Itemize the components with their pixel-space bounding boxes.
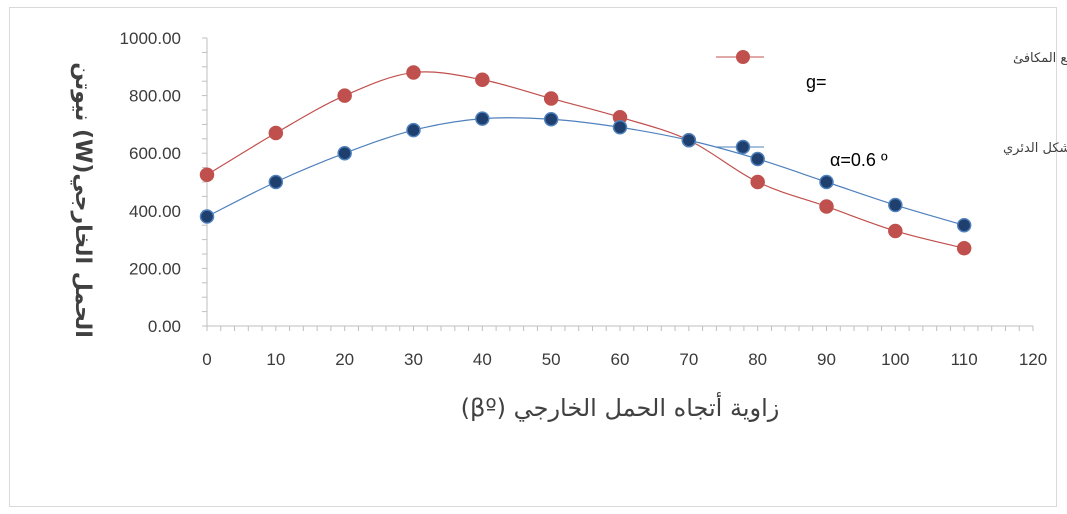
y-tick-label: 200.00 bbox=[129, 259, 181, 278]
x-tick-label: 30 bbox=[404, 350, 423, 369]
data-point bbox=[475, 72, 490, 88]
data-point bbox=[750, 174, 765, 190]
y-tick-label: 600.00 bbox=[129, 144, 181, 163]
data-point bbox=[681, 132, 697, 148]
x-tick-label: 110 bbox=[951, 350, 978, 369]
x-tick-label: 100 bbox=[881, 350, 909, 369]
legend-marker-circular bbox=[735, 139, 751, 155]
axes bbox=[206, 38, 1033, 327]
legend-entry-parabolic: الوسائد ذات شكل القطع المكافئ bbox=[716, 50, 1067, 66]
annotation-g: g= bbox=[806, 72, 827, 92]
y-tick-label: 400.00 bbox=[129, 202, 181, 221]
data-point bbox=[750, 151, 765, 167]
x-tick-label: 70 bbox=[679, 350, 698, 369]
x-tick-label: 20 bbox=[335, 350, 354, 369]
legend: الوسائد ذات شكل القطع المكافئ وسائد ذات … bbox=[716, 50, 1067, 156]
chart-frame bbox=[9, 7, 1057, 507]
data-point bbox=[956, 240, 972, 256]
series-1 bbox=[199, 111, 972, 233]
x-tick-label: 80 bbox=[748, 350, 767, 369]
x-tick-label: 120 bbox=[1019, 350, 1047, 369]
x-tick-label: 40 bbox=[473, 350, 492, 369]
y-tick-label: 0.00 bbox=[148, 317, 181, 336]
x-axis-label: زاوية أتجاه الحمل الخارجي (βº) bbox=[461, 392, 780, 422]
data-point bbox=[543, 91, 559, 106]
y-axis-label: الحمل الخارجي(W) نيوتن bbox=[70, 62, 95, 338]
series-0 bbox=[199, 65, 972, 256]
data-point bbox=[199, 167, 215, 183]
series-line bbox=[206, 117, 965, 226]
legend-marker-parabolic bbox=[736, 50, 750, 64]
legend-label-circular: وسائد ذات شكل الدئري bbox=[1003, 141, 1067, 156]
data-point bbox=[888, 197, 903, 213]
data-point bbox=[543, 111, 559, 127]
data-point bbox=[268, 125, 284, 141]
data-point bbox=[268, 174, 284, 190]
data-point bbox=[199, 209, 215, 224]
data-point bbox=[956, 217, 972, 233]
data-point bbox=[888, 223, 903, 239]
y-tick-label: 800.00 bbox=[129, 87, 181, 106]
y-tick-labels: 0.00 200.00 400.00 600.00 800.00 1000.00 bbox=[120, 29, 181, 336]
data-point bbox=[475, 111, 490, 126]
x-tick-label: 90 bbox=[817, 350, 836, 369]
data-point bbox=[406, 65, 421, 80]
y-tick-label: 1000.00 bbox=[120, 29, 181, 48]
series-layer bbox=[199, 65, 972, 256]
x-tick-label: 50 bbox=[542, 350, 561, 369]
data-point bbox=[337, 145, 352, 161]
data-point bbox=[406, 122, 421, 138]
data-point bbox=[819, 199, 834, 214]
x-tick-labels: 0 10 20 30 40 50 60 70 80 90 100 110 120 bbox=[202, 350, 1047, 369]
legend-entry-circular: وسائد ذات شكل الدئري bbox=[716, 139, 1067, 156]
data-point bbox=[612, 120, 628, 135]
data-point bbox=[337, 88, 352, 103]
minor-ticks bbox=[202, 37, 1034, 331]
x-tick-label: 60 bbox=[611, 350, 630, 369]
data-point bbox=[819, 174, 834, 190]
x-tick-label: 0 bbox=[202, 350, 211, 369]
annotation-alpha: α=0.6 º bbox=[830, 150, 888, 170]
legend-label-parabolic: الوسائد ذات شكل القطع المكافئ bbox=[1013, 51, 1067, 66]
x-tick-label: 10 bbox=[266, 350, 285, 369]
